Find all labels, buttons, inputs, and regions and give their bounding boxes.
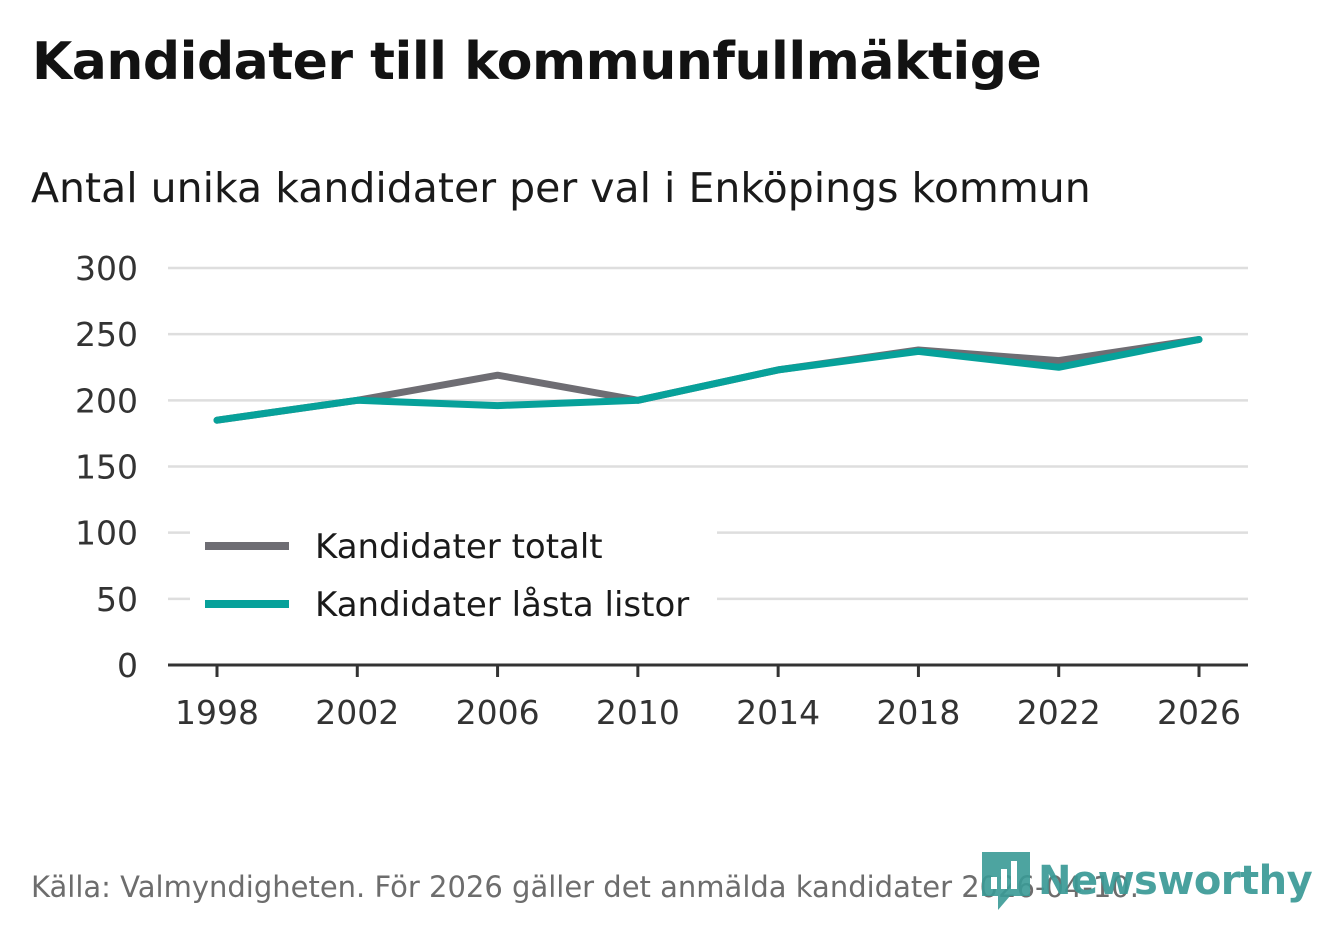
source-note: Källa: Valmyndigheten. För 2026 gäller d… — [31, 870, 1139, 904]
x-tick-label-2006: 2006 — [456, 693, 540, 732]
series-line-kandidater-totalt — [213, 336, 1203, 424]
y-tick-label-200: 200 — [75, 381, 138, 420]
y-tick-label-250: 250 — [75, 315, 138, 354]
newsworthy-logo-icon — [982, 852, 1030, 910]
x-tick-label-2002: 2002 — [315, 693, 399, 732]
x-tick-label-2026: 2026 — [1157, 693, 1241, 732]
x-tick-label-1998: 1998 — [175, 693, 259, 732]
x-tick-label-2018: 2018 — [876, 693, 960, 732]
x-tick-label-2014: 2014 — [736, 693, 820, 732]
chart-title: Kandidater till kommunfullmäktige — [32, 32, 1042, 92]
series-line-kandidater-lasta-listor — [213, 336, 1203, 424]
y-tick-label-300: 300 — [75, 249, 138, 288]
x-tick-label-2010: 2010 — [596, 693, 680, 732]
legend-background — [190, 520, 717, 630]
newsworthy-logo: Newsworthy — [980, 850, 1313, 912]
newsworthy-wordmark: Newsworthy — [1038, 858, 1313, 904]
chart-subtitle: Antal unika kandidater per val i Enköpin… — [31, 164, 1091, 212]
y-tick-label-0: 0 — [117, 646, 138, 685]
y-tick-label-50: 50 — [96, 580, 138, 619]
legend-label-kandidater-totalt: Kandidater totalt — [315, 527, 603, 567]
y-tick-label-100: 100 — [75, 514, 138, 553]
x-tick-label-2022: 2022 — [1017, 693, 1101, 732]
legend-label-kandidater-lasta-listor: Kandidater låsta listor — [315, 585, 689, 625]
y-tick-label-150: 150 — [75, 448, 138, 487]
